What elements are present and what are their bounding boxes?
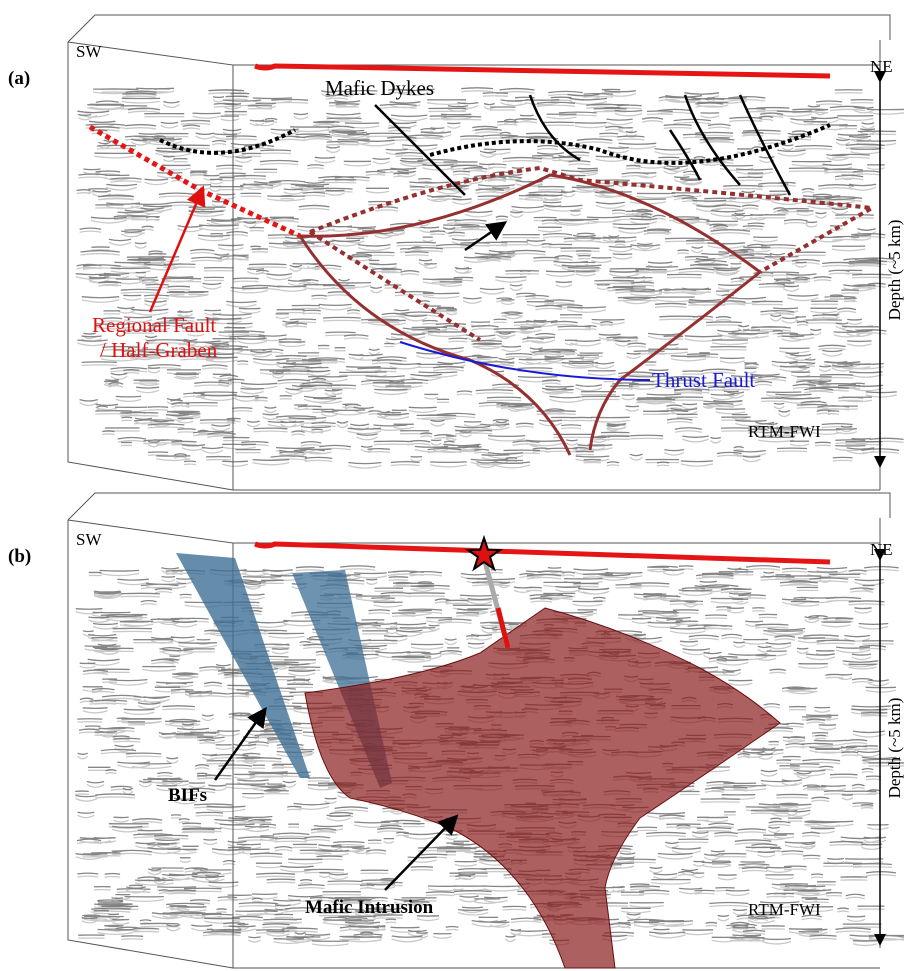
depth-label: Depth (~5 km) xyxy=(885,220,904,321)
panel-label: (b) xyxy=(8,546,31,567)
annotation: Mafic Intrusion xyxy=(305,897,434,918)
panel-b: (b) SW NE Depth (~5 km) RTM-FWI BIFs Maf… xyxy=(8,493,904,968)
depth-label: Depth (~5 km) xyxy=(885,698,904,799)
method-label: RTM-FWI xyxy=(748,422,821,441)
direction-label: NE xyxy=(870,540,893,559)
direction-label: SW xyxy=(76,42,102,61)
surface-line xyxy=(255,544,830,562)
method-label: RTM-FWI xyxy=(748,900,821,919)
annotation: Regional Fault xyxy=(92,313,216,337)
direction-label: SW xyxy=(76,530,102,549)
direction-label: NE xyxy=(870,57,893,76)
surface-line xyxy=(255,66,830,76)
panel-label: (a) xyxy=(8,68,30,89)
panel-a: (a) SW NE Depth (~5 km) RTM-FWI Mafic Dy… xyxy=(8,15,904,490)
annotation: Thrust Fault xyxy=(652,368,755,392)
seismic-texture xyxy=(76,88,904,468)
annotation: BIFs xyxy=(168,785,207,806)
annotation: Mafic Dykes xyxy=(325,76,434,100)
figure: (a) SW NE Depth (~5 km) RTM-FWI Mafic Dy… xyxy=(0,0,904,971)
annotation: / Half-Graben xyxy=(100,338,218,362)
